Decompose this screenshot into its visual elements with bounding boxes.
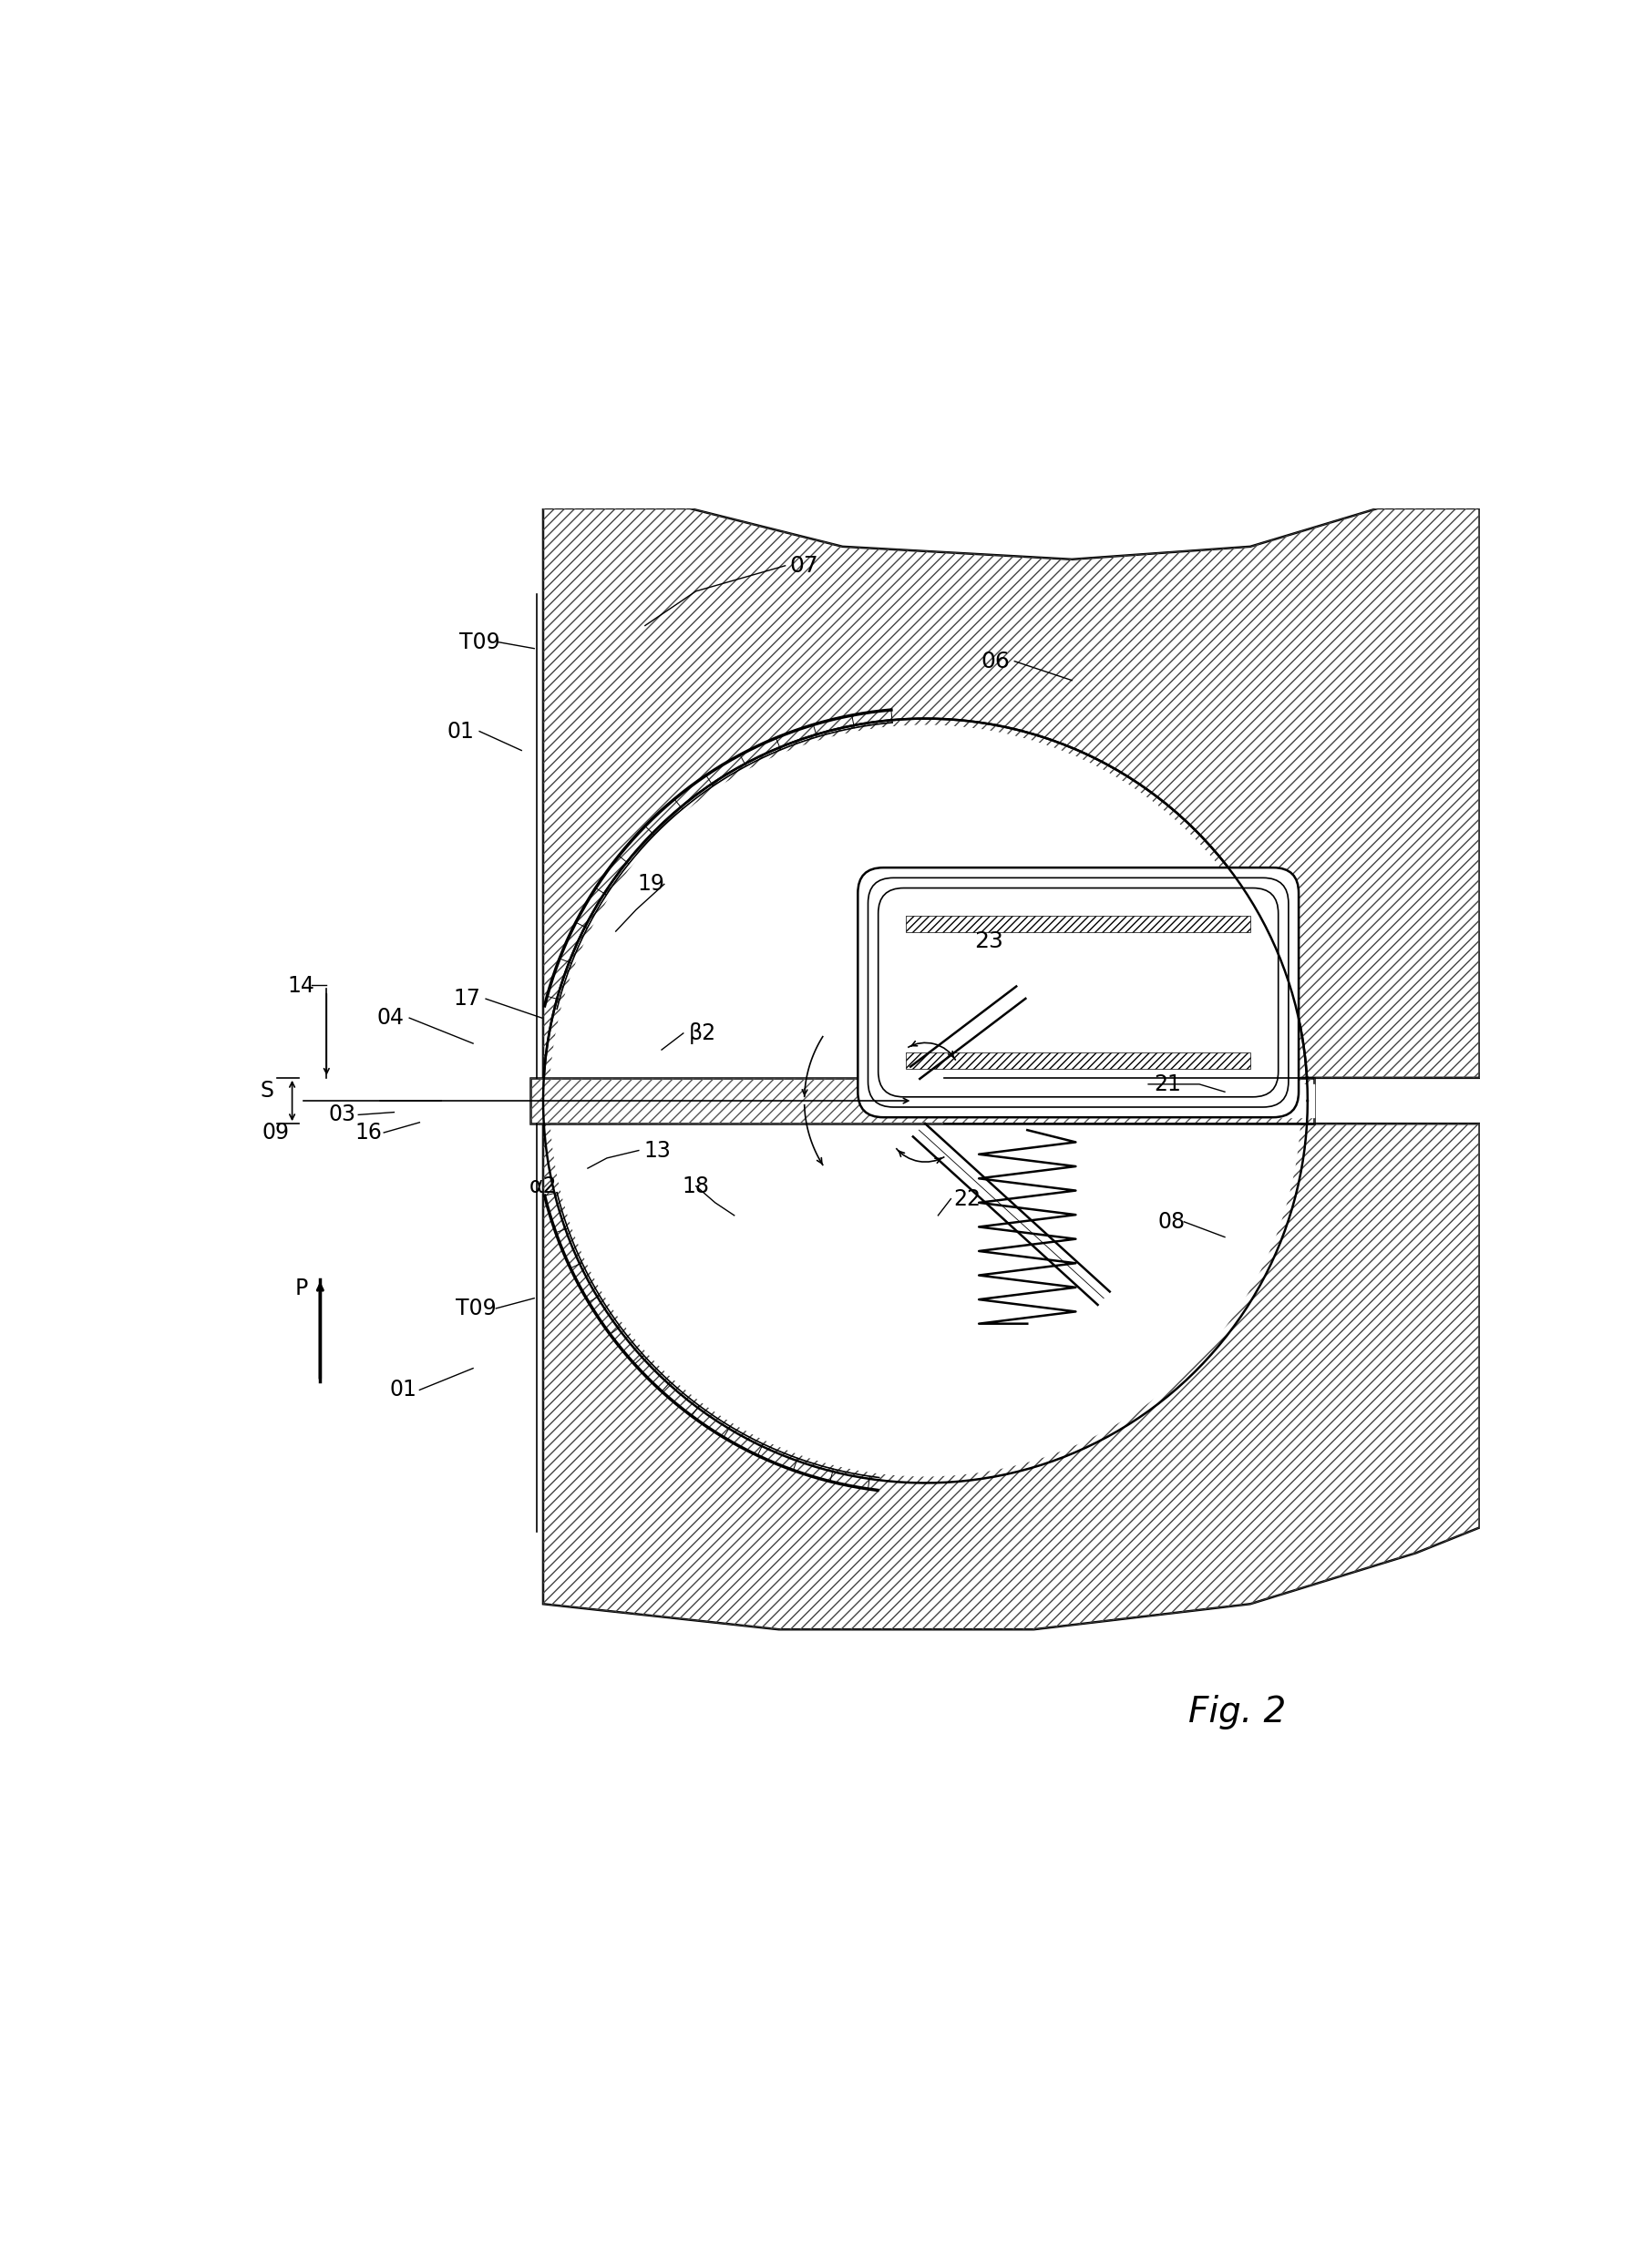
Text: 22: 22 <box>954 1188 981 1209</box>
Text: 17: 17 <box>454 989 480 1009</box>
Text: β2: β2 <box>689 1023 717 1043</box>
Text: 13: 13 <box>644 1139 671 1161</box>
Text: T09: T09 <box>459 631 500 653</box>
FancyBboxPatch shape <box>868 878 1289 1107</box>
Text: 01: 01 <box>390 1379 416 1402</box>
Text: 03: 03 <box>329 1105 355 1125</box>
Text: 09: 09 <box>261 1123 289 1143</box>
Text: T09: T09 <box>455 1297 496 1320</box>
Text: 21: 21 <box>1154 1073 1180 1095</box>
Polygon shape <box>543 508 1480 1077</box>
Circle shape <box>549 726 1302 1476</box>
Text: 14: 14 <box>288 975 314 998</box>
Text: 06: 06 <box>981 651 1009 671</box>
Text: 07: 07 <box>789 556 819 576</box>
Polygon shape <box>549 726 1300 1077</box>
Text: α2: α2 <box>529 1175 557 1198</box>
FancyBboxPatch shape <box>858 869 1299 1118</box>
Text: 08: 08 <box>1157 1211 1185 1234</box>
Text: P: P <box>294 1277 307 1300</box>
Polygon shape <box>544 719 1307 1086</box>
Polygon shape <box>543 1123 1480 1628</box>
Polygon shape <box>544 1114 1307 1483</box>
Text: 23: 23 <box>975 930 1003 953</box>
Polygon shape <box>906 1052 1251 1068</box>
Polygon shape <box>531 1077 1314 1123</box>
FancyBboxPatch shape <box>878 889 1279 1098</box>
Text: 16: 16 <box>355 1123 381 1143</box>
Polygon shape <box>906 916 1251 932</box>
Text: 01: 01 <box>447 721 473 742</box>
Text: 18: 18 <box>682 1175 710 1198</box>
Text: 19: 19 <box>638 873 666 896</box>
Text: S: S <box>260 1080 273 1102</box>
Text: Fig. 2: Fig. 2 <box>1189 1694 1286 1730</box>
Text: 04: 04 <box>376 1007 404 1030</box>
